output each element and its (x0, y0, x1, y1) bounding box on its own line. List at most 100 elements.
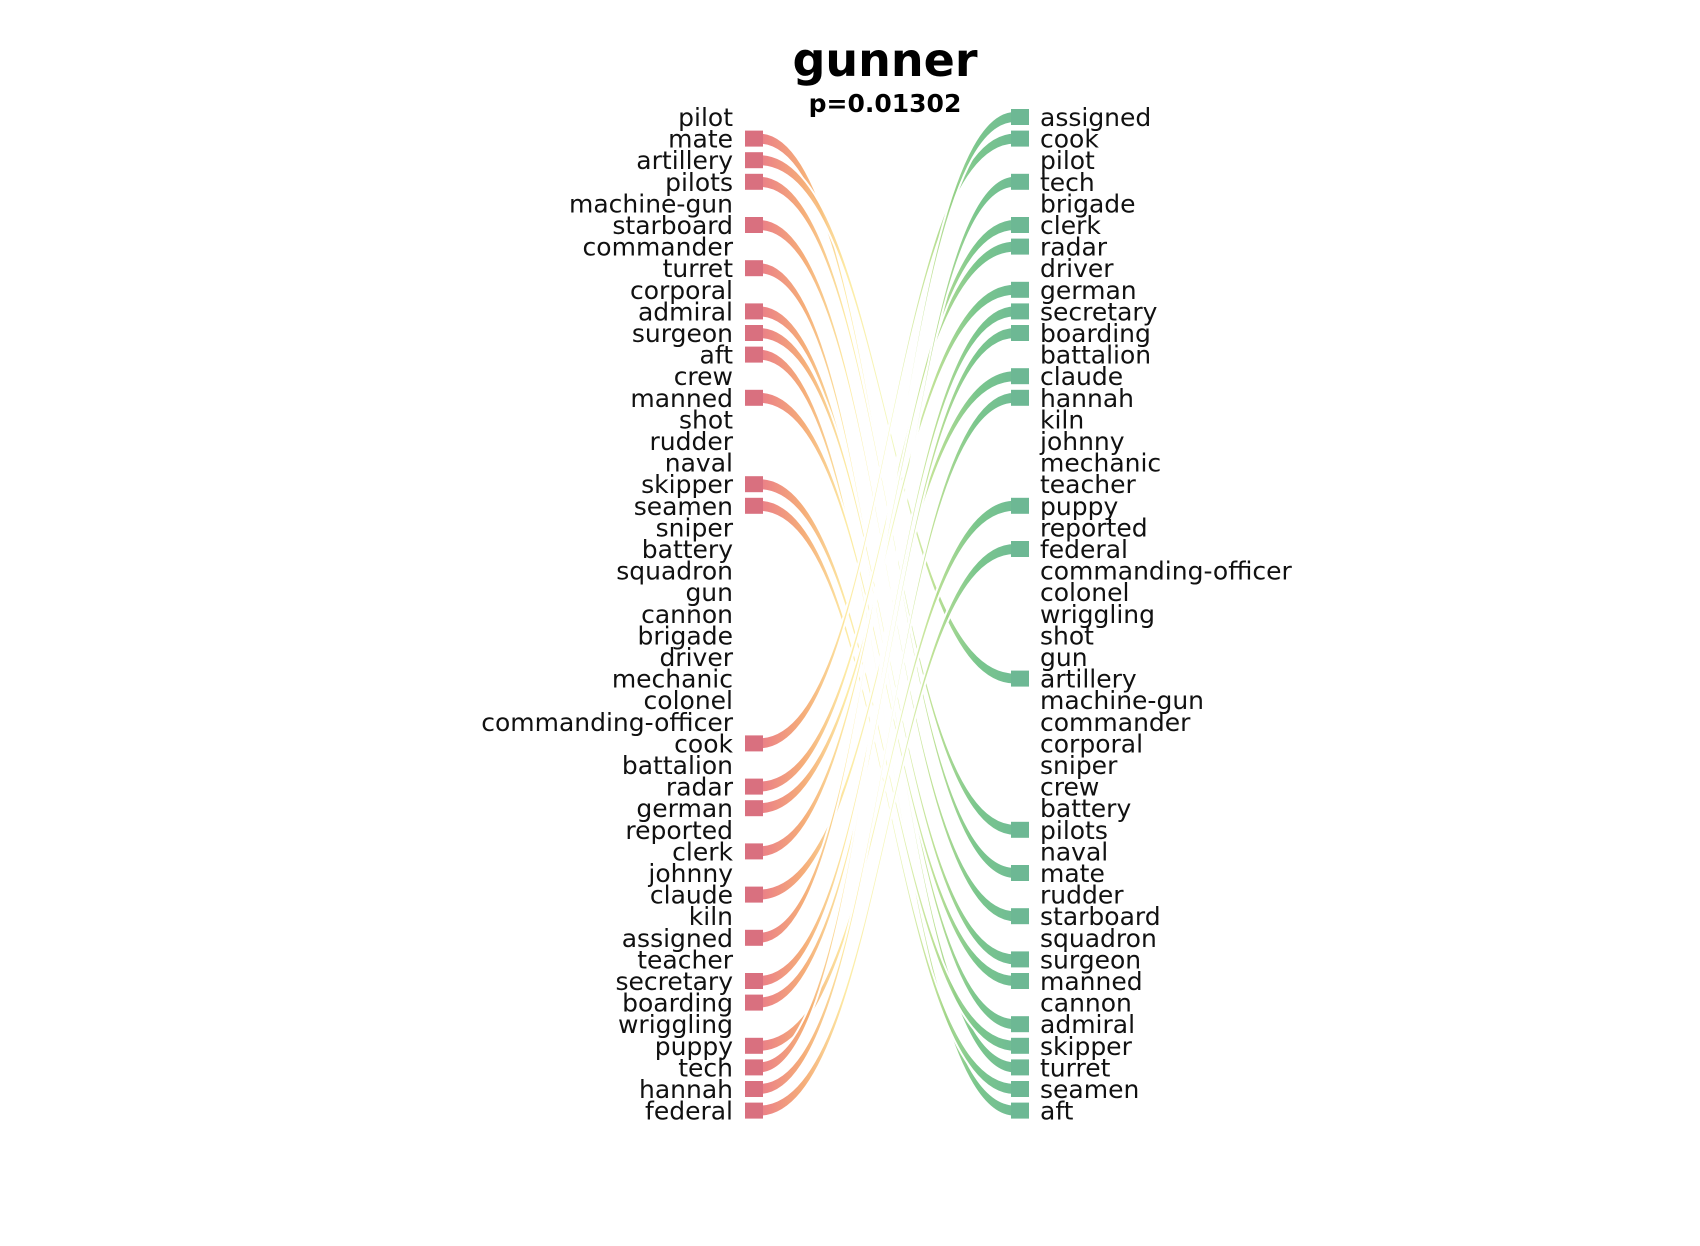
left-label-naval: naval (665, 449, 733, 478)
left-label-puppy: puppy (655, 1032, 733, 1061)
left-bar-artillery (745, 152, 763, 169)
right-label-naval: naval (1040, 837, 1108, 866)
right-bar-cook (1011, 130, 1029, 147)
right-label-kiln: kiln (1040, 405, 1084, 434)
left-label-pilots: pilots (665, 168, 733, 197)
left-bar-clerk (745, 843, 763, 860)
right-label-admiral: admiral (1040, 1010, 1135, 1039)
right-bar-artillery (1011, 670, 1029, 687)
right-bar-tech (1011, 173, 1029, 190)
right-bar-admiral (1011, 1016, 1029, 1033)
right-label-federal: federal (1040, 535, 1128, 564)
right-label-gun: gun (1040, 643, 1088, 672)
left-label-radar: radar (666, 773, 734, 802)
left-label-rudder: rudder (649, 427, 733, 456)
right-label-wriggling: wriggling (1040, 600, 1155, 629)
right-label-shot: shot (1040, 621, 1094, 650)
right-bar-skipper (1011, 1037, 1029, 1054)
left-bar-pilots (745, 173, 763, 190)
left-bar-admiral (745, 303, 763, 320)
right-bar-assigned (1011, 109, 1029, 125)
right-label-battalion: battalion (1040, 341, 1151, 370)
right-label-commanding-officer: commanding-officer (1040, 557, 1293, 586)
right-label-teacher: teacher (1040, 470, 1136, 499)
right-label-driver: driver (1040, 254, 1114, 283)
left-label-battalion: battalion (622, 751, 733, 780)
flow-puppy (758, 498, 1016, 1053)
left-label-corporal: corporal (630, 276, 733, 305)
right-label-johnny: johnny (1039, 427, 1125, 456)
left-label-wriggling: wriggling (618, 1010, 733, 1039)
right-label-pilots: pilots (1040, 816, 1108, 845)
right-bars (1011, 109, 1029, 1119)
left-bar-radar (745, 778, 763, 795)
left-bar-puppy (745, 1037, 763, 1054)
right-labels: assignedcookpilottechbrigadeclerkradardr… (1039, 103, 1293, 1126)
right-label-artillery: artillery (1040, 665, 1137, 694)
left-label-commanding-officer: commanding-officer (481, 708, 734, 737)
right-bar-starboard (1011, 908, 1029, 925)
left-bar-claude (745, 886, 763, 903)
left-bar-skipper (745, 476, 763, 493)
right-bar-puppy (1011, 497, 1029, 514)
right-label-clerk: clerk (1040, 211, 1101, 240)
left-label-manned: manned (630, 384, 733, 413)
left-bar-surgeon (745, 325, 763, 341)
right-bar-turret (1011, 1059, 1029, 1076)
right-bar-mate (1011, 865, 1029, 881)
left-label-kiln: kiln (689, 902, 733, 931)
right-label-crew: crew (1040, 773, 1099, 802)
right-bar-pilots (1011, 821, 1029, 838)
right-label-german: german (1040, 276, 1137, 305)
left-label-skipper: skipper (641, 470, 734, 499)
right-label-boarding: boarding (1040, 319, 1151, 348)
right-bar-aft (1011, 1102, 1029, 1119)
right-bar-boarding (1011, 325, 1029, 341)
left-bar-secretary (745, 973, 763, 989)
right-label-turret: turret (1040, 1053, 1111, 1082)
left-label-secretary: secretary (616, 967, 734, 996)
right-label-aft: aft (1040, 1097, 1074, 1126)
right-label-puppy: puppy (1040, 492, 1118, 521)
left-label-tech: tech (678, 1053, 733, 1082)
right-bar-radar (1011, 238, 1029, 255)
right-label-corporal: corporal (1040, 729, 1143, 758)
right-label-cannon: cannon (1040, 989, 1132, 1018)
left-bar-hannah (745, 1081, 763, 1097)
right-label-cook: cook (1040, 125, 1099, 154)
right-bar-german (1011, 281, 1029, 298)
right-label-assigned: assigned (1040, 103, 1151, 132)
right-bar-hannah (1011, 389, 1029, 406)
left-bar-turret (745, 260, 763, 277)
right-label-colonel: colonel (1040, 578, 1129, 607)
left-bar-boarding (745, 994, 763, 1011)
left-label-starboard: starboard (612, 211, 733, 240)
left-label-johnny: johnny (647, 859, 733, 888)
left-label-artillery: artillery (636, 146, 733, 175)
left-label-aft: aft (700, 341, 734, 370)
right-label-surgeon: surgeon (1040, 945, 1141, 974)
right-bar-manned (1011, 973, 1029, 989)
right-label-mechanic: mechanic (1040, 449, 1161, 478)
right-label-claude: claude (1040, 362, 1123, 391)
right-label-battery: battery (1040, 794, 1131, 823)
left-label-pilot: pilot (678, 103, 733, 132)
chart-title: gunner (792, 33, 977, 87)
left-label-gun: gun (685, 578, 733, 607)
left-bars (745, 130, 763, 1119)
left-label-mechanic: mechanic (612, 665, 733, 694)
right-label-rudder: rudder (1040, 881, 1124, 910)
left-label-cook: cook (674, 729, 733, 758)
left-label-surgeon: surgeon (632, 319, 733, 348)
right-label-hannah: hannah (1040, 384, 1134, 413)
right-label-reported: reported (1040, 513, 1148, 542)
right-label-secretary: secretary (1040, 297, 1158, 326)
left-label-teacher: teacher (637, 945, 733, 974)
chart-subtitle: p=0.01302 (809, 89, 962, 118)
right-label-skipper: skipper (1040, 1032, 1133, 1061)
left-label-commander: commander (583, 233, 734, 262)
right-bar-surgeon (1011, 951, 1029, 968)
right-label-mate: mate (1040, 859, 1105, 888)
left-bar-german (745, 800, 763, 817)
